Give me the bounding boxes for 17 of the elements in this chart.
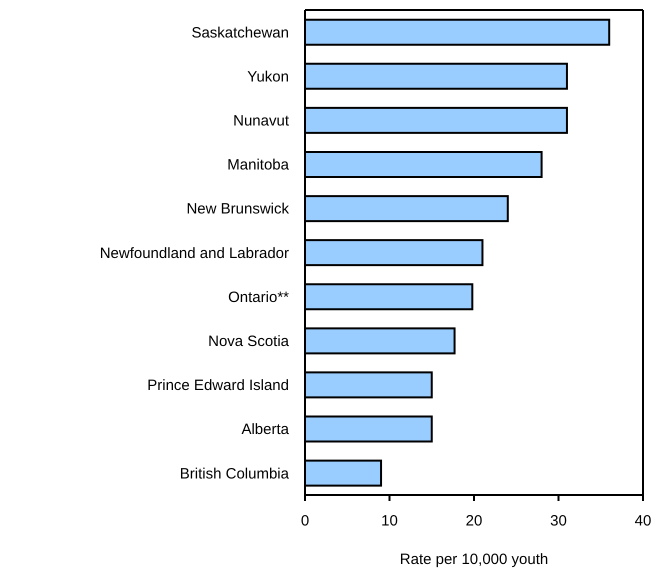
y-tick-label: Newfoundland and Labrador: [100, 244, 289, 262]
y-tick-label: Saskatchewan: [191, 24, 289, 42]
y-tick-label: Nunavut: [233, 112, 290, 130]
y-tick-label: British Columbia: [180, 465, 290, 482]
y-tick-label: Nova Scotia: [208, 333, 290, 350]
x-axis-title: Rate per 10,000 youth: [400, 551, 548, 568]
y-tick-label: Yukon: [247, 68, 289, 86]
y-tick-label: Ontario**: [228, 288, 290, 306]
x-tick-label: 0: [300, 512, 310, 530]
x-tick-label: 20: [466, 512, 482, 530]
y-tick-label: Manitoba: [227, 156, 290, 174]
x-tick-label: 10: [381, 512, 398, 530]
x-tick-label: 40: [634, 512, 652, 530]
x-tick-label: 30: [550, 512, 567, 530]
y-tick-label: New Brunswick: [186, 200, 290, 218]
y-tick-label: Prince Edward Island: [147, 377, 289, 394]
y-tick-label: Alberta: [241, 421, 290, 438]
